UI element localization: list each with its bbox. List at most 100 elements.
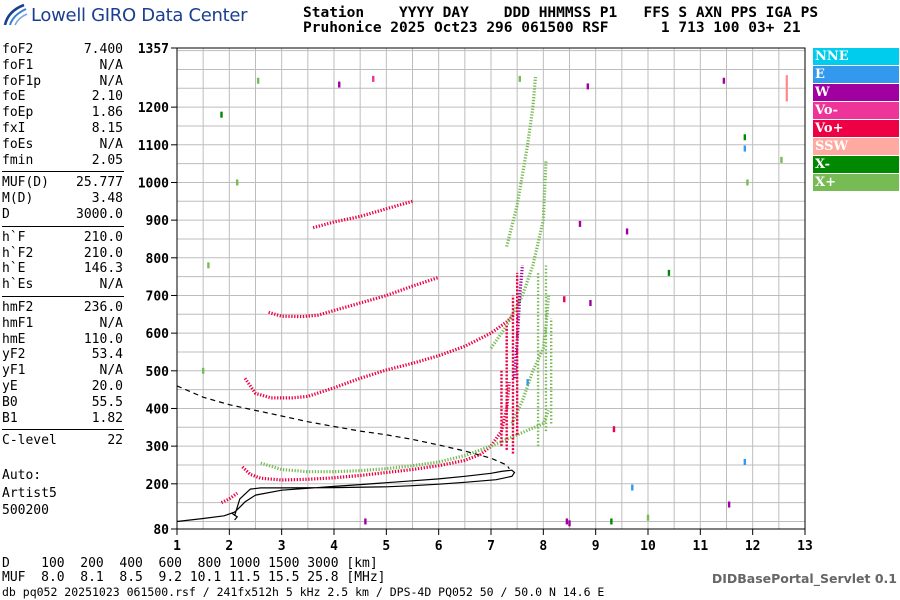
echo-point <box>568 520 571 527</box>
electron-density-profile <box>176 385 510 470</box>
muf-distance-table: D 100 200 400 600 800 1000 1500 3000 [km… <box>2 557 386 585</box>
parameter-value: N/A <box>99 57 123 73</box>
parameter-value: 3000.0 <box>76 206 123 222</box>
echo-point <box>364 518 367 525</box>
parameter-value: 210.0 <box>83 245 123 261</box>
parameter-row: fxI 8.15 <box>0 121 126 137</box>
x-tick-label: 8 <box>539 539 547 554</box>
echo-point <box>589 300 592 307</box>
echo-point <box>207 262 210 269</box>
echo-point <box>612 426 616 433</box>
echo-point <box>526 379 529 386</box>
parameter-row: foE 2.10 <box>0 89 126 105</box>
echo-point <box>746 179 749 186</box>
parameter-value: 146.3 <box>83 261 123 277</box>
parameter-row: hmE 110.0 <box>0 332 126 348</box>
parameter-value: 20.0 <box>91 378 123 394</box>
x-tick-label: 1 <box>173 539 181 554</box>
y-tick-label: 200 <box>146 478 170 493</box>
y-tick-label: 600 <box>146 327 170 342</box>
footer-info: db pq052 20251023 061500.rsf / 241fx512h… <box>2 585 605 599</box>
echo-trace <box>505 76 538 247</box>
echo-trace <box>241 381 511 482</box>
parameter-row: foF1 N/A <box>0 58 126 74</box>
echo-point <box>220 111 223 118</box>
parameter-name: foF1p <box>2 73 42 89</box>
parameter-name: C-level <box>2 433 57 449</box>
legend-item: E <box>813 66 899 83</box>
parameter-name: D <box>2 206 10 222</box>
echo-point <box>631 484 634 491</box>
parameter-name: B1 <box>2 410 18 426</box>
parameter-value: 110.0 <box>83 331 123 347</box>
parameter-row: hmF1 N/A <box>0 316 126 332</box>
parameter-name: fxI <box>2 120 26 136</box>
parameter-value: N/A <box>99 136 123 152</box>
legend-item: SSW <box>813 138 899 155</box>
parameter-name: hmF2 <box>2 299 34 315</box>
parameter-value: 1.86 <box>91 105 123 121</box>
parameter-value: 8.15 <box>91 120 123 136</box>
echo-point <box>780 156 783 163</box>
parameter-row: foEs N/A <box>0 137 126 153</box>
parameter-separator <box>2 225 124 227</box>
echo-point <box>667 269 671 276</box>
parameter-name: h`Es <box>2 277 34 293</box>
parameter-value: 2.05 <box>91 152 123 168</box>
y-tick-label: 500 <box>146 365 170 380</box>
parameter-row: MUF(D) 25.777 <box>0 175 126 191</box>
header-line-labels: Station YYYY DAY DDD HHMMSS P1 FFS S AXN… <box>303 5 819 21</box>
app-title: Lowell GIRO Data Center <box>31 4 248 26</box>
parameter-name: foEs <box>2 136 34 152</box>
parameter-name: hmF1 <box>2 315 34 331</box>
parameter-value: 7.400 <box>83 42 123 57</box>
parameter-row: foF2 7.400 <box>0 42 126 58</box>
y-tick-label: 1100 <box>138 139 169 154</box>
parameter-value: 3.48 <box>91 191 123 207</box>
echo-point <box>743 134 747 141</box>
echo-trace <box>510 295 551 425</box>
app-logo: Lowell GIRO Data Center <box>2 3 248 27</box>
parameter-panel: foF2 7.400 foF1 N/A foF1p N/A foE 2.10 foEp 1.86 f… <box>0 42 126 449</box>
parameter-row: yE 20.0 <box>0 379 126 395</box>
x-tick-label: 13 <box>797 539 813 554</box>
o-mode-model-trace <box>176 469 516 523</box>
parameter-row: B0 55.5 <box>0 395 126 411</box>
lowell-giro-swoosh-icon <box>3 3 28 26</box>
parameter-row: D 3000.0 <box>0 207 126 223</box>
y-tick-label: 800 <box>146 252 170 267</box>
legend-item: X- <box>813 156 899 173</box>
parameter-value: 1.82 <box>91 410 123 426</box>
parameter-value: N/A <box>99 73 123 89</box>
echo-point <box>518 75 521 82</box>
echo-point <box>586 83 590 90</box>
echo-point <box>256 77 260 84</box>
parameter-value: 22 <box>107 433 123 449</box>
parameter-name: foEp <box>2 105 34 121</box>
x-tick-label: 2 <box>225 539 233 554</box>
parameter-separator <box>2 429 124 431</box>
parameter-value: 2.10 <box>91 89 123 105</box>
echo-point <box>625 228 629 235</box>
parameter-value: 210.0 <box>83 229 123 245</box>
y-tick-label: 1200 <box>138 101 169 116</box>
x-tick-label: 4 <box>330 539 338 554</box>
echo-point <box>578 220 582 227</box>
echo-point <box>235 179 239 186</box>
x-tick-label: 11 <box>693 539 709 554</box>
parameter-value: 25.777 <box>76 175 123 191</box>
x-tick-label: 6 <box>435 539 443 554</box>
parameter-name: MUF(D) <box>2 175 49 191</box>
x-tick-label: 9 <box>592 539 600 554</box>
echo-point <box>785 75 788 102</box>
autoscaling-info: Auto: Artist5 500200 <box>2 467 57 520</box>
echo-point <box>372 75 375 82</box>
parameter-value: N/A <box>99 277 123 293</box>
y-tick-label: 1357 <box>138 42 169 57</box>
echo-trace <box>268 275 440 319</box>
echo-point <box>610 518 613 525</box>
parameter-name: fmin <box>2 152 34 168</box>
parameter-row: h`F2 210.0 <box>0 246 126 262</box>
muf-row: MUF 8.0 8.1 8.5 9.2 10.1 11.5 15.5 25.8 … <box>2 570 386 585</box>
